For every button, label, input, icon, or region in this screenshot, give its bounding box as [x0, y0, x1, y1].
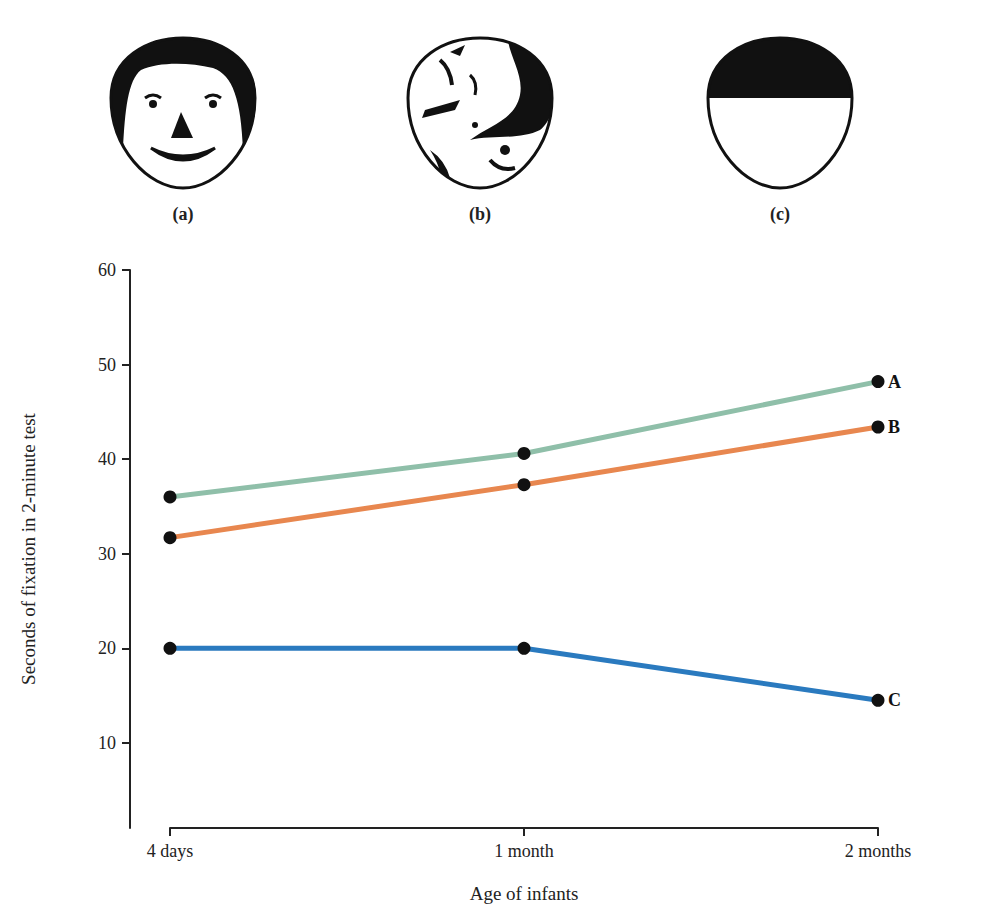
svg-text:(b): (b) [469, 204, 491, 225]
svg-text:4 days: 4 days [147, 841, 194, 861]
svg-text:(a): (a) [173, 204, 194, 225]
svg-text:50: 50 [98, 355, 116, 375]
svg-text:(c): (c) [770, 204, 790, 225]
svg-text:C: C [888, 690, 901, 710]
svg-text:40: 40 [98, 449, 116, 469]
svg-text:Age of infants: Age of infants [470, 883, 579, 904]
svg-text:30: 30 [98, 544, 116, 564]
svg-text:B: B [888, 417, 900, 437]
svg-text:1 month: 1 month [494, 841, 554, 861]
svg-text:Seconds of fixation in 2-minut: Seconds of fixation in 2-minute test [18, 412, 39, 684]
svg-text:10: 10 [98, 733, 116, 753]
svg-text:A: A [888, 372, 901, 392]
svg-text:20: 20 [98, 638, 116, 658]
svg-text:60: 60 [98, 260, 116, 280]
svg-text:2 months: 2 months [845, 841, 912, 861]
